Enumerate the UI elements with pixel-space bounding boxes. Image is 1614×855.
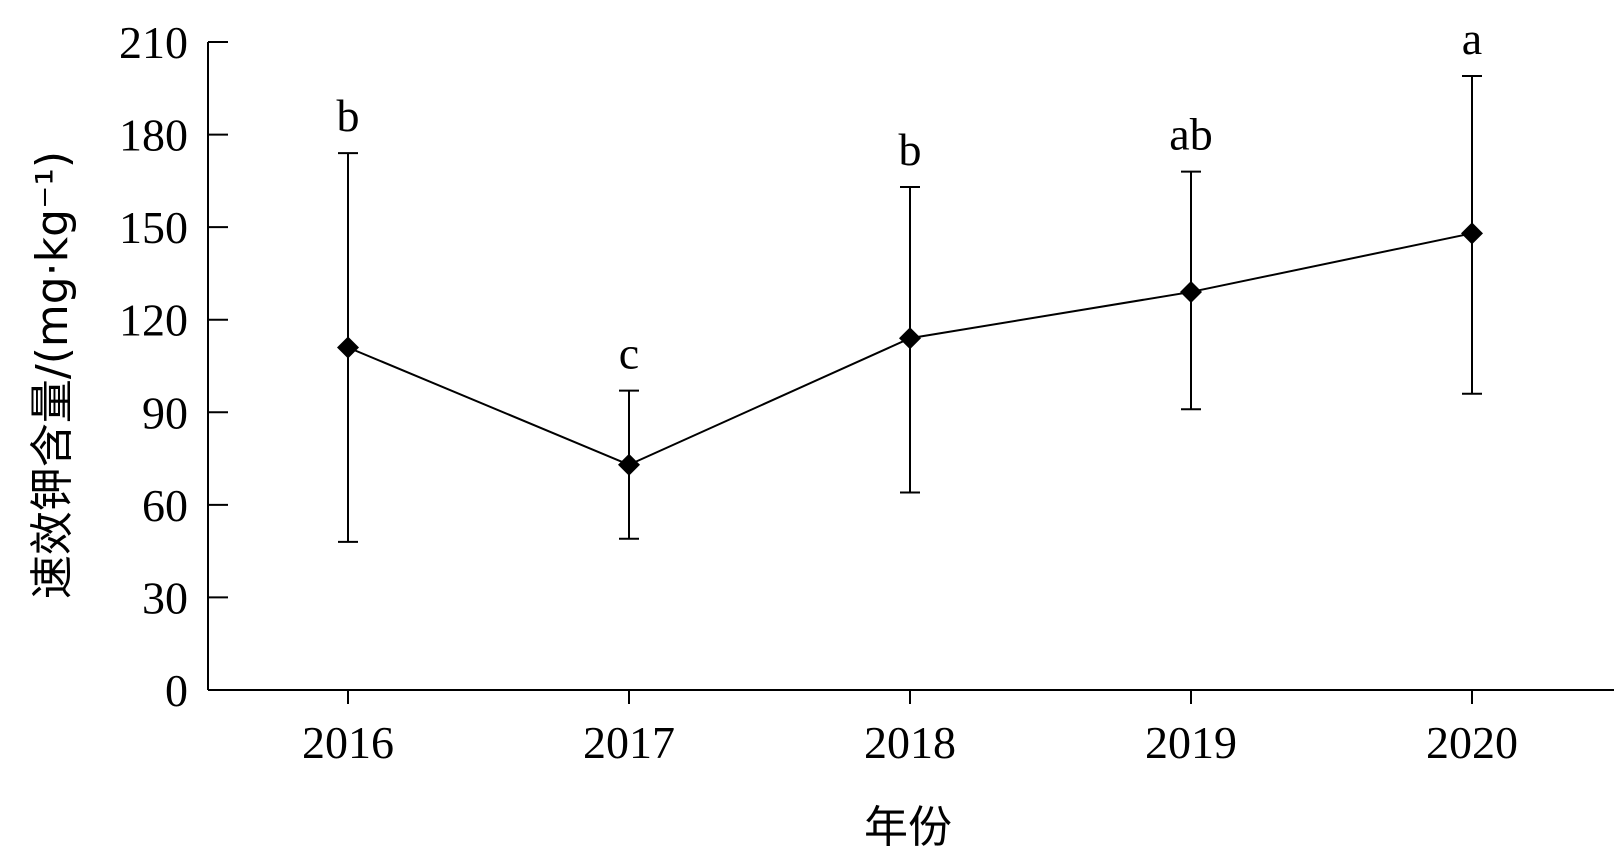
data-point-marker xyxy=(618,453,640,476)
data-point-marker xyxy=(1461,222,1483,245)
significance-label: b xyxy=(899,124,922,175)
significance-label: a xyxy=(1462,13,1482,64)
x-tick-label: 2016 xyxy=(302,717,394,768)
y-tick-label: 120 xyxy=(119,295,188,346)
significance-label: ab xyxy=(1169,109,1212,160)
data-point-marker xyxy=(1180,280,1202,303)
y-tick-label: 210 xyxy=(119,17,188,68)
y-axis-title: 速效钾含量/(mg·kg⁻¹) xyxy=(27,151,78,599)
x-tick-label: 2020 xyxy=(1426,717,1518,768)
x-tick-label: 2017 xyxy=(583,717,675,768)
x-axis-title: 年份 xyxy=(864,802,952,853)
axes: 0 30 60 90 120 150 180 210 2016 2017 2018 2019 2020 xyxy=(119,17,1614,768)
chart-marks: b c b ab a xyxy=(337,13,1483,543)
y-tick-label: 30 xyxy=(142,572,188,623)
significance-label: b xyxy=(337,90,360,141)
y-tick-label: 90 xyxy=(142,387,188,438)
y-tick-label: 60 xyxy=(142,480,188,531)
data-point-marker xyxy=(337,336,359,359)
x-tick-label: 2019 xyxy=(1145,717,1237,768)
y-tick-label: 150 xyxy=(119,202,188,253)
y-tick-label: 180 xyxy=(119,110,188,161)
x-tick-label: 2018 xyxy=(864,717,956,768)
data-point-marker xyxy=(899,327,921,350)
significance-label: c xyxy=(619,328,639,379)
y-tick-label: 0 xyxy=(165,665,188,716)
